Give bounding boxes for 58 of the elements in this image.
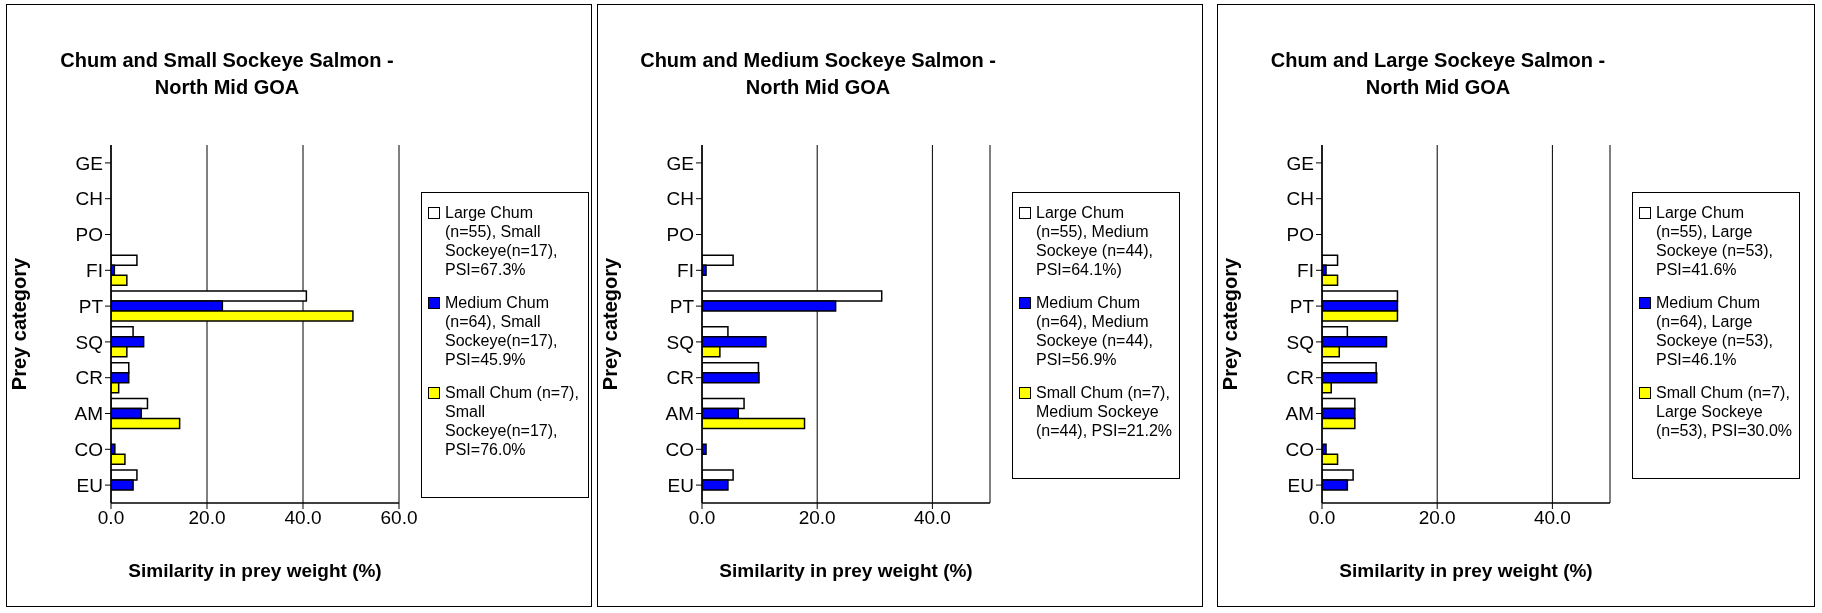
y-tick-label: EU xyxy=(76,474,103,496)
y-tick-label: FI xyxy=(86,260,103,282)
y-tick-label: CH xyxy=(1286,188,1314,210)
x-tick-label: 0.0 xyxy=(688,507,716,529)
y-tick-label: FI xyxy=(677,260,694,282)
legend-label: Medium Chum (n=64), Medium Sockeye (n=44), PSI=56.9% xyxy=(1036,293,1154,369)
y-tick-label: PT xyxy=(1289,295,1315,317)
x-tick-label: 20.0 xyxy=(188,507,226,529)
y-tick-label: CR xyxy=(666,367,694,389)
y-tick-label: SQ xyxy=(1286,331,1314,353)
legend-label: Medium Chum (n=64), Large Sockeye (n=53), PSI=46.1% xyxy=(1656,293,1774,369)
y-axis-title: Prey category xyxy=(599,256,622,391)
x-tick-label: 20.0 xyxy=(1418,507,1456,529)
y-tick-label: AM xyxy=(665,403,694,425)
legend-label: Large Chum (n=55), Large Sockeye (n=53), PSI=41.6% xyxy=(1656,203,1774,279)
x-axis-title: Similarity in prey weight (%) xyxy=(128,560,382,581)
x-tick-label: 40.0 xyxy=(1533,507,1571,529)
legend-label: Large Chum (n=55), Small Sockeye(n=17), PSI=67.3% xyxy=(445,203,559,279)
y-tick-label: GE xyxy=(75,152,103,174)
y-tick-label: GE xyxy=(666,152,694,174)
y-tick-label: CR xyxy=(1286,367,1314,389)
y-tick-label: PO xyxy=(666,224,694,246)
y-tick-label: CO xyxy=(1285,439,1314,461)
x-tick-label: 0.0 xyxy=(97,507,125,529)
x-axis-title: Similarity in prey weight (%) xyxy=(719,560,973,581)
y-tick-label: SQ xyxy=(75,331,103,353)
y-tick-label: AM xyxy=(1285,403,1314,425)
x-tick-label: 0.0 xyxy=(1308,507,1336,529)
x-tick-label: 40.0 xyxy=(913,507,951,529)
legend-label: Large Chum (n=55), Medium Sockeye (n=44), PSI=64.1%) xyxy=(1036,203,1154,279)
y-tick-label: SQ xyxy=(666,331,694,353)
y-axis-title: Prey category xyxy=(1219,256,1242,391)
y-tick-label: PO xyxy=(1286,224,1314,246)
legend-label: Small Chum (n=7), Large Sockeye (n=53), PSI=30.0% xyxy=(1656,383,1793,440)
legend-label: Medium Chum (n=64), Small Sockeye(n=17), PSI=45.9% xyxy=(445,293,559,369)
y-tick-label: CH xyxy=(75,188,103,210)
y-tick-label: CR xyxy=(75,367,103,389)
chart-title: Chum and Medium Sockeye Salmon - North Mid GOA xyxy=(639,48,997,100)
x-tick-label: 20.0 xyxy=(798,507,836,529)
y-tick-label: CO xyxy=(665,439,694,461)
y-axis-title: Prey category xyxy=(8,256,31,391)
y-tick-label: CO xyxy=(74,439,103,461)
y-tick-label: FI xyxy=(1297,260,1314,282)
chart-title: Chum and Small Sockeye Salmon - North Mid GOA xyxy=(59,48,395,100)
y-tick-label: GE xyxy=(1286,152,1314,174)
legend-label: Small Chum (n=7), Medium Sockeye (n=44), PSI=21.2% xyxy=(1036,383,1173,440)
legend-label: Small Chum (n=7), Small Sockeye(n=17), PSI=76.0% xyxy=(445,383,580,459)
chart-title: Chum and Large Sockeye Salmon - North Mid GOA xyxy=(1269,48,1607,100)
y-tick-label: CH xyxy=(666,188,694,210)
y-tick-label: PT xyxy=(78,295,104,317)
y-tick-label: PO xyxy=(75,224,103,246)
y-tick-label: AM xyxy=(74,403,103,425)
x-tick-label: 60.0 xyxy=(380,507,418,529)
y-tick-label: EU xyxy=(1287,474,1314,496)
x-axis-title: Similarity in prey weight (%) xyxy=(1339,560,1593,581)
y-tick-label: EU xyxy=(667,474,694,496)
x-tick-label: 40.0 xyxy=(284,507,322,529)
y-tick-label: PT xyxy=(669,295,695,317)
